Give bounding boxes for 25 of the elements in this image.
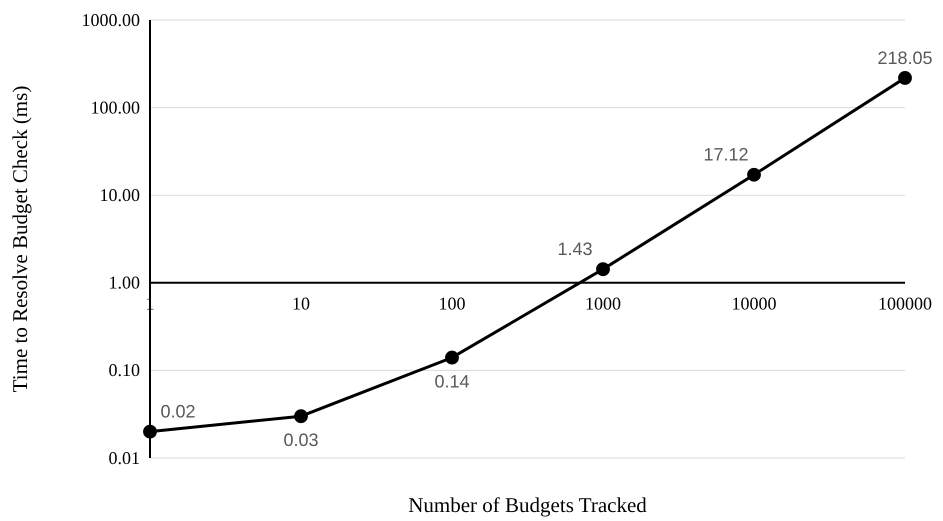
data-label: 1.43	[557, 239, 593, 260]
point	[143, 424, 157, 439]
x-tick-label: 1000	[585, 294, 621, 314]
y-tick-label: 100.00	[90, 97, 140, 118]
y-tick-label: 1000.00	[82, 10, 140, 30]
data-label: 218.05	[877, 48, 933, 68]
x-tick-label: 100	[438, 294, 466, 314]
point	[747, 168, 761, 182]
y-tick-label: 1.00	[108, 272, 140, 293]
point	[294, 409, 308, 424]
data-label: 0.02	[160, 402, 196, 422]
point	[445, 350, 459, 364]
point	[596, 262, 610, 276]
data-label: 0.14	[434, 372, 470, 392]
x-tick-label: 10	[292, 294, 310, 314]
point	[898, 71, 912, 85]
x-axis-title: Number of Budgets Tracked	[408, 493, 648, 517]
x-tick-label: 10000	[732, 294, 776, 314]
y-axis-title: Time to Resolve Budget Check (ms)	[8, 86, 32, 392]
x-tick-label: 100000	[878, 294, 932, 314]
data-label: 17.12	[703, 144, 749, 165]
y-tick-label: 10.00	[100, 184, 140, 205]
y-tick-label: 0.01	[108, 448, 140, 468]
data-label: 0.03	[283, 430, 319, 450]
y-tick-label: 0.10	[108, 360, 140, 380]
